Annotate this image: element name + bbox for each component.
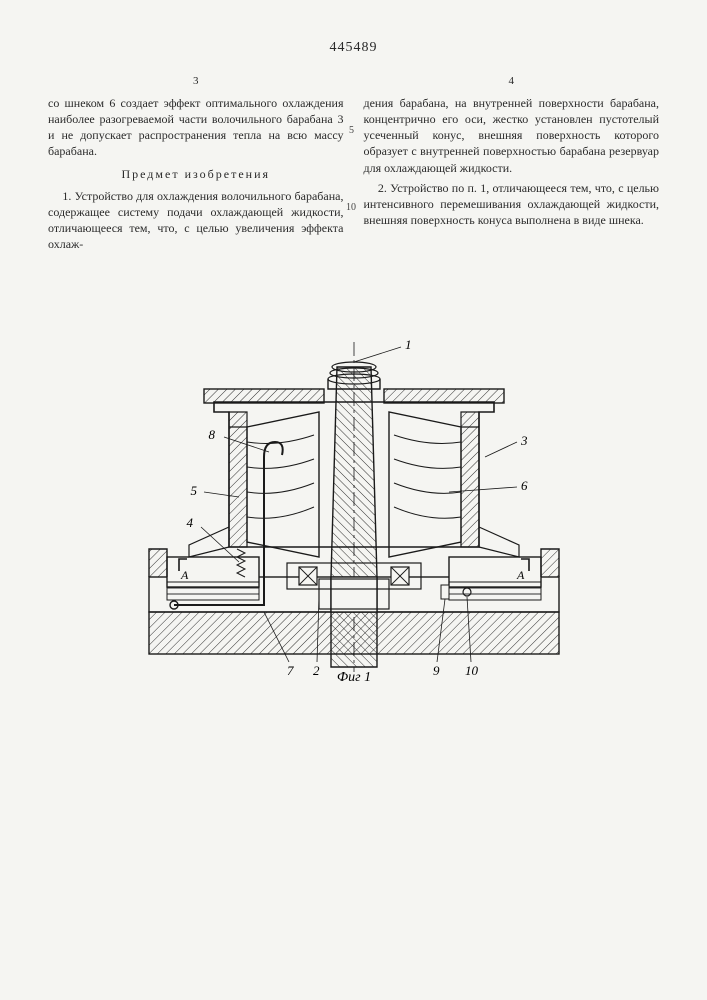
technical-drawing: 1 8 3 6 5 4 7 2 9 10 А А Фиг 1	[119, 327, 589, 687]
ref-8: 8	[208, 427, 215, 442]
ref-5: 5	[190, 483, 197, 498]
bearing-left	[299, 567, 317, 585]
ref-4: 4	[186, 515, 193, 530]
continuation-paragraph: со шнеком 6 создает эффект оптимального …	[48, 95, 344, 160]
ref-10: 10	[465, 663, 479, 678]
text-columns: 3 со шнеком 6 создает эффект оптимальног…	[48, 74, 659, 257]
ref-6: 6	[521, 478, 528, 493]
bearing-right	[391, 567, 409, 585]
claim-1-start: 1. Устройство для охлаждения волочильног…	[48, 188, 344, 253]
screw-helix-right	[394, 435, 461, 518]
ref-9: 9	[433, 663, 440, 678]
right-col-number: 4	[364, 74, 660, 89]
right-column: 4 дения барабана, на внутренней поверхно…	[364, 74, 660, 257]
section-a-right: А	[516, 568, 525, 582]
subject-heading: Предмет изобретения	[48, 166, 344, 182]
figure-area: 1 8 3 6 5 4 7 2 9 10 А А Фиг 1	[48, 327, 659, 687]
line-marker-5: 5	[349, 125, 354, 136]
claim-1-continuation: дения барабана, на внутренней поверхност…	[364, 95, 660, 176]
ref-2: 2	[313, 663, 320, 678]
screw-helix-left	[247, 435, 314, 518]
ref-3: 3	[520, 433, 528, 448]
line-marker-10: 10	[346, 202, 356, 213]
left-col-number: 3	[48, 74, 344, 89]
left-column: 3 со шнеком 6 создает эффект оптимальног…	[48, 74, 344, 257]
patent-number: 445489	[48, 40, 659, 56]
section-a-left: А	[180, 568, 189, 582]
figure-caption: Фиг 1	[336, 670, 370, 685]
ref-7: 7	[287, 663, 294, 678]
claim-2: 2. Устройство по п. 1, отличающееся тем,…	[364, 180, 660, 229]
ref-1: 1	[405, 337, 412, 352]
